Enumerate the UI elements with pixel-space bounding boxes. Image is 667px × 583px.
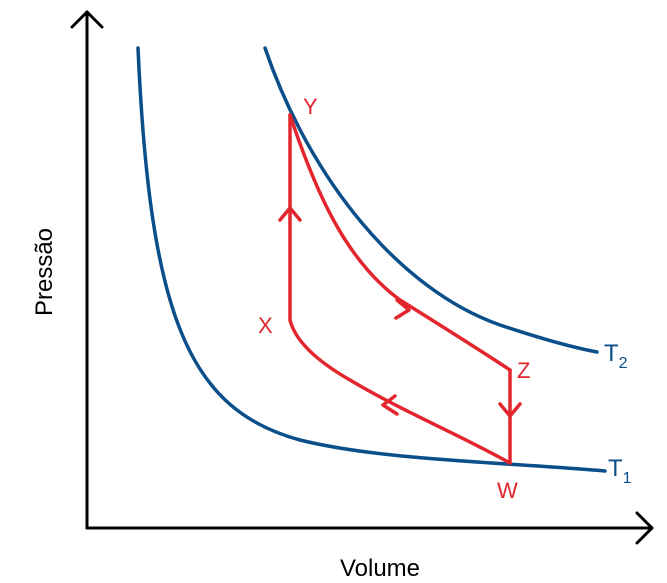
direction-arrow-right	[394, 298, 411, 320]
y-axis-label: Pressão	[31, 228, 58, 316]
cycle-path-w-to-x	[288, 318, 512, 465]
direction-arrow-left	[381, 394, 399, 416]
isotherm-t1-subscript: 1	[623, 470, 632, 487]
isotherm-t2-subscript: 2	[619, 355, 628, 372]
cycle	[278, 113, 522, 465]
direction-arrow-down	[498, 402, 522, 418]
x-axis-label: Volume	[340, 555, 420, 582]
y-axis-arrowhead	[70, 10, 104, 29]
isotherm-t2-label: T2	[604, 340, 628, 372]
point-label-w: W	[497, 478, 518, 503]
x-axis-arrowhead	[635, 511, 654, 545]
point-label-y: Y	[303, 94, 318, 119]
direction-arrow-up	[278, 206, 302, 222]
point-label-z: Z	[517, 358, 530, 383]
isotherm-t2-name: T	[604, 340, 619, 367]
isotherm-t2-curve	[263, 46, 599, 354]
cycle-path-y-to-z	[288, 113, 512, 372]
isotherm-t1-curve	[136, 46, 607, 473]
axes	[70, 10, 654, 545]
point-label-x: X	[258, 313, 273, 338]
isotherm-t1-name: T	[608, 455, 623, 482]
isotherm-t1-label: T1	[608, 455, 632, 487]
